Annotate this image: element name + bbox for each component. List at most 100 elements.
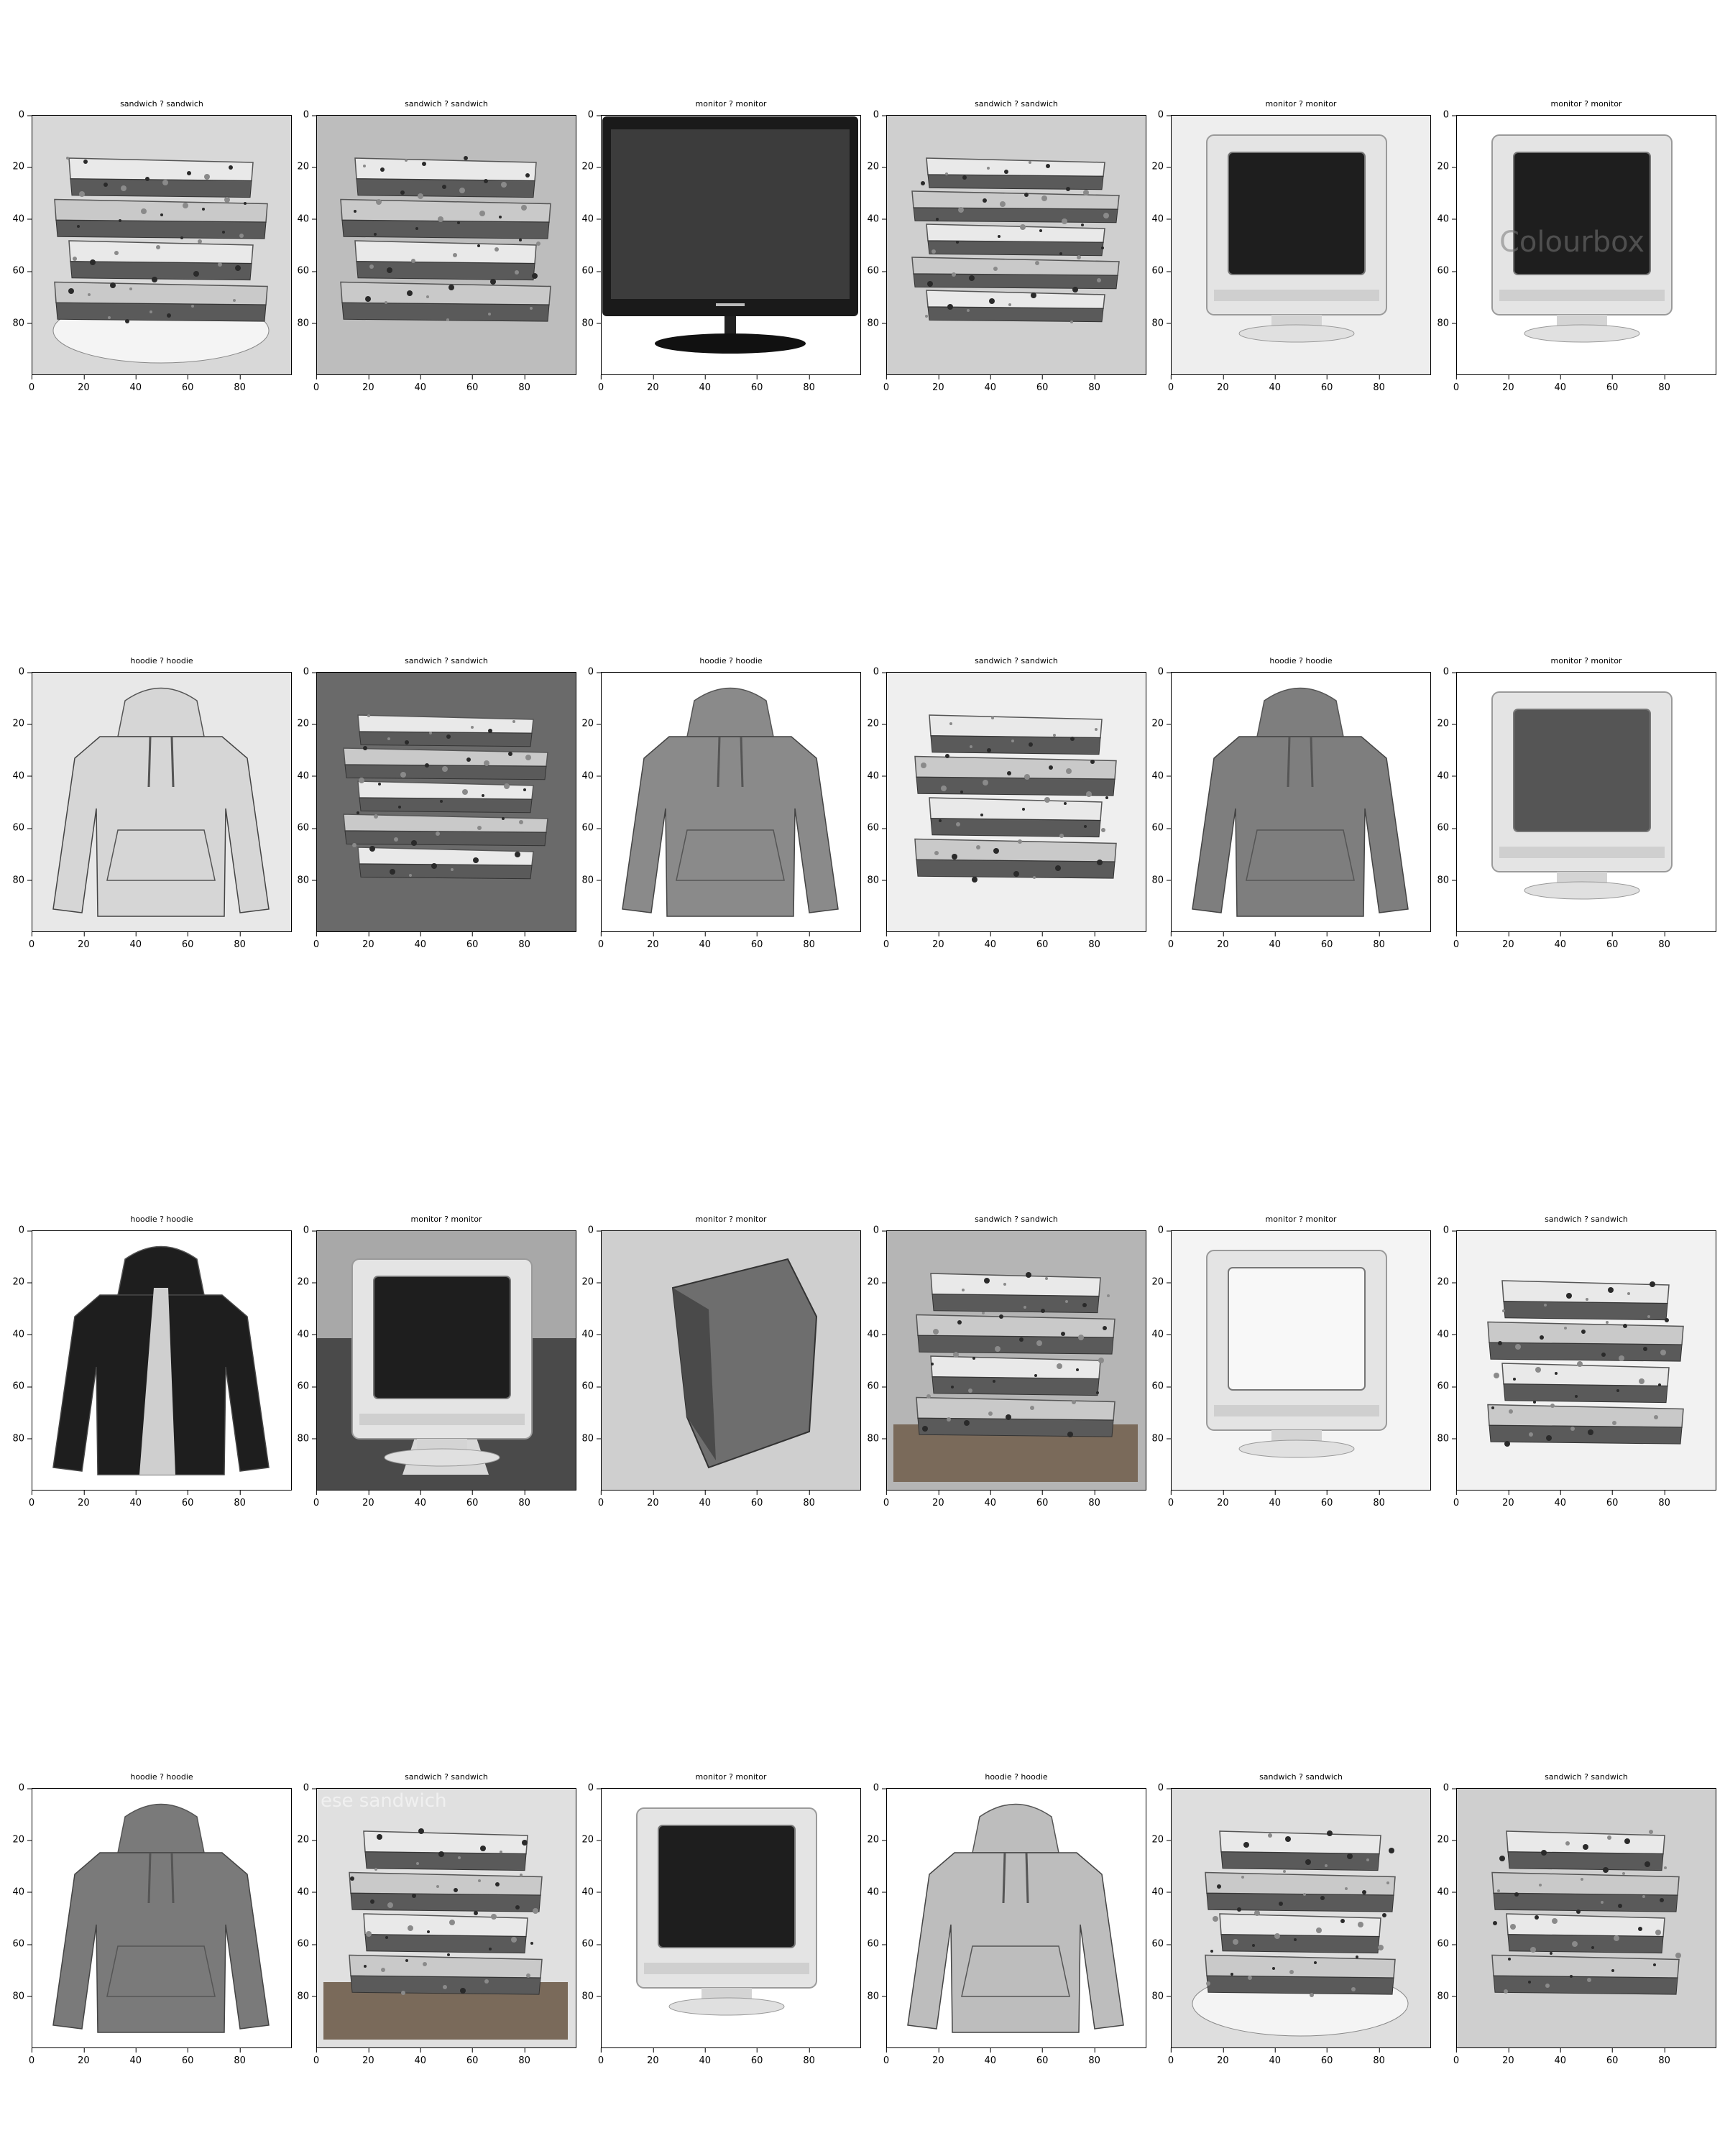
x-tick-label: 0	[313, 939, 319, 950]
y-tick-label: 80	[1151, 875, 1164, 885]
y-tick-label: 40	[297, 1329, 309, 1340]
x-tick-label: 0	[598, 382, 604, 393]
panel-title: monitor ? monitor	[1171, 1215, 1431, 1224]
y-tick-label: 0	[873, 110, 879, 121]
y-tick-label: 80	[297, 1433, 309, 1444]
x-tick-label: 60	[1036, 382, 1049, 393]
panel-title: sandwich ? sandwich	[316, 656, 576, 665]
x-tick-label: 20	[1217, 382, 1229, 393]
x-tick-label: 40	[415, 382, 427, 393]
y-tick-label: 80	[12, 875, 24, 885]
x-tick-label: 80	[234, 2055, 246, 2066]
y-tick-label: 20	[297, 162, 309, 172]
axes-frame	[886, 672, 1146, 932]
y-tick-label: 60	[297, 1381, 309, 1392]
x-tick-label: 80	[803, 939, 815, 950]
x-tick-label: 60	[1321, 382, 1333, 393]
x-tick-label: 80	[518, 382, 530, 393]
y-tick-label: 0	[873, 667, 879, 678]
image-axes	[316, 115, 576, 375]
axes-frame	[1456, 1230, 1716, 1491]
panel-title: hoodie ? hoodie	[1171, 656, 1431, 665]
image-axes	[601, 1230, 861, 1491]
x-tick-label: 40	[985, 1498, 997, 1508]
axes-frame	[32, 1788, 292, 2048]
axes-frame	[1171, 1788, 1431, 2048]
x-tick-label: 40	[130, 382, 142, 393]
y-tick-label: 80	[1437, 875, 1449, 885]
image-panel: monitor ? monitor 0 0 20 20 40 40 60 60 80 80	[1171, 115, 1431, 375]
y-tick-label: 0	[588, 1783, 594, 1794]
x-tick-label: 0	[1168, 2055, 1174, 2066]
axes-frame	[886, 1230, 1146, 1491]
x-tick-label: 20	[78, 939, 90, 950]
image-panel: sandwich ? sandwich 0 0 20 20 40 40 60 60 80 80	[1171, 1788, 1431, 2048]
y-tick-label: 0	[1443, 1225, 1449, 1236]
image-panel: sandwich ? sandwich 0 0 20 20 40 40 60 60 80 80	[886, 1230, 1146, 1491]
y-tick-label: 20	[867, 1835, 879, 1846]
y-tick-label: 40	[1437, 770, 1449, 781]
x-tick-label: 80	[803, 1498, 815, 1508]
x-tick-label: 20	[78, 382, 90, 393]
x-tick-label: 0	[313, 382, 319, 393]
x-tick-label: 40	[130, 1498, 142, 1508]
x-tick-label: 20	[1502, 382, 1514, 393]
image-axes	[886, 115, 1146, 375]
image-panel: sandwich ? sandwich 0 0 20 20 40 40 60 60 80 80	[1456, 1230, 1716, 1491]
x-tick-label: 20	[932, 2055, 944, 2066]
x-tick-label: 20	[932, 382, 944, 393]
x-tick-label: 20	[647, 1498, 659, 1508]
x-tick-label: 40	[985, 939, 997, 950]
x-tick-label: 20	[78, 1498, 90, 1508]
x-tick-label: 20	[362, 382, 374, 393]
panel-title: sandwich ? sandwich	[886, 99, 1146, 109]
image-panel: sandwich ? sandwich 0 0 20 20 40 40 60 60 80 80	[32, 115, 292, 375]
y-tick-label: 80	[12, 1433, 24, 1444]
x-tick-label: 80	[234, 382, 246, 393]
x-tick-label: 40	[130, 2055, 142, 2066]
x-tick-label: 40	[1269, 939, 1282, 950]
x-tick-label: 60	[1036, 2055, 1049, 2066]
x-tick-label: 0	[883, 1498, 889, 1508]
x-tick-label: 20	[362, 1498, 374, 1508]
axes-frame	[1171, 1230, 1431, 1491]
x-tick-label: 60	[751, 1498, 763, 1508]
x-tick-label: 20	[647, 382, 659, 393]
y-tick-label: 0	[19, 110, 24, 121]
image-panel: sandwich ? sandwich 0 0 20 20 40 40 60 60 80 80	[886, 672, 1146, 932]
image-panel: monitor ? monitor 0 0 20 20 40 40 60 60 80 80	[601, 115, 861, 375]
y-tick-label: 20	[581, 1277, 594, 1288]
y-tick-label: 60	[1437, 266, 1449, 277]
axes-frame	[316, 1788, 576, 2048]
image-panel: monitor ? monitor 0 0 20 20 40 40 60 60 80 80	[1456, 672, 1716, 932]
panel-title: sandwich ? sandwich	[316, 1772, 576, 1782]
y-tick-label: 20	[12, 719, 24, 729]
y-tick-label: 40	[1151, 1329, 1164, 1340]
y-tick-label: 40	[1151, 1886, 1164, 1897]
axes-frame	[1171, 115, 1431, 375]
y-tick-label: 80	[1151, 1991, 1164, 2001]
x-tick-label: 20	[1217, 939, 1229, 950]
y-tick-label: 0	[1158, 1783, 1164, 1794]
x-tick-label: 20	[78, 2055, 90, 2066]
panel-title: monitor ? monitor	[316, 1215, 576, 1224]
y-tick-label: 80	[1151, 1433, 1164, 1444]
x-tick-label: 80	[1658, 382, 1670, 393]
x-tick-label: 20	[1217, 2055, 1229, 2066]
axes-frame	[1456, 1788, 1716, 2048]
image-axes	[1171, 1788, 1431, 2048]
x-tick-label: 80	[1373, 1498, 1385, 1508]
y-tick-label: 60	[297, 266, 309, 277]
y-tick-label: 60	[581, 823, 594, 834]
axes-frame	[601, 1230, 861, 1491]
image-panel: hoodie ? hoodie 0 0 20 20 40 40 60 60 80 80	[32, 1230, 292, 1491]
image-panel: hoodie ? hoodie 0 0 20 20 40 40 60 60 80 80	[32, 672, 292, 932]
y-tick-label: 20	[1437, 719, 1449, 729]
y-tick-label: 80	[297, 875, 309, 885]
image-axes	[886, 672, 1146, 932]
x-tick-label: 0	[1453, 939, 1459, 950]
panel-title: monitor ? monitor	[1171, 99, 1431, 109]
y-tick-label: 80	[1437, 1991, 1449, 2001]
x-tick-label: 40	[1269, 1498, 1282, 1508]
x-tick-label: 60	[1321, 1498, 1333, 1508]
